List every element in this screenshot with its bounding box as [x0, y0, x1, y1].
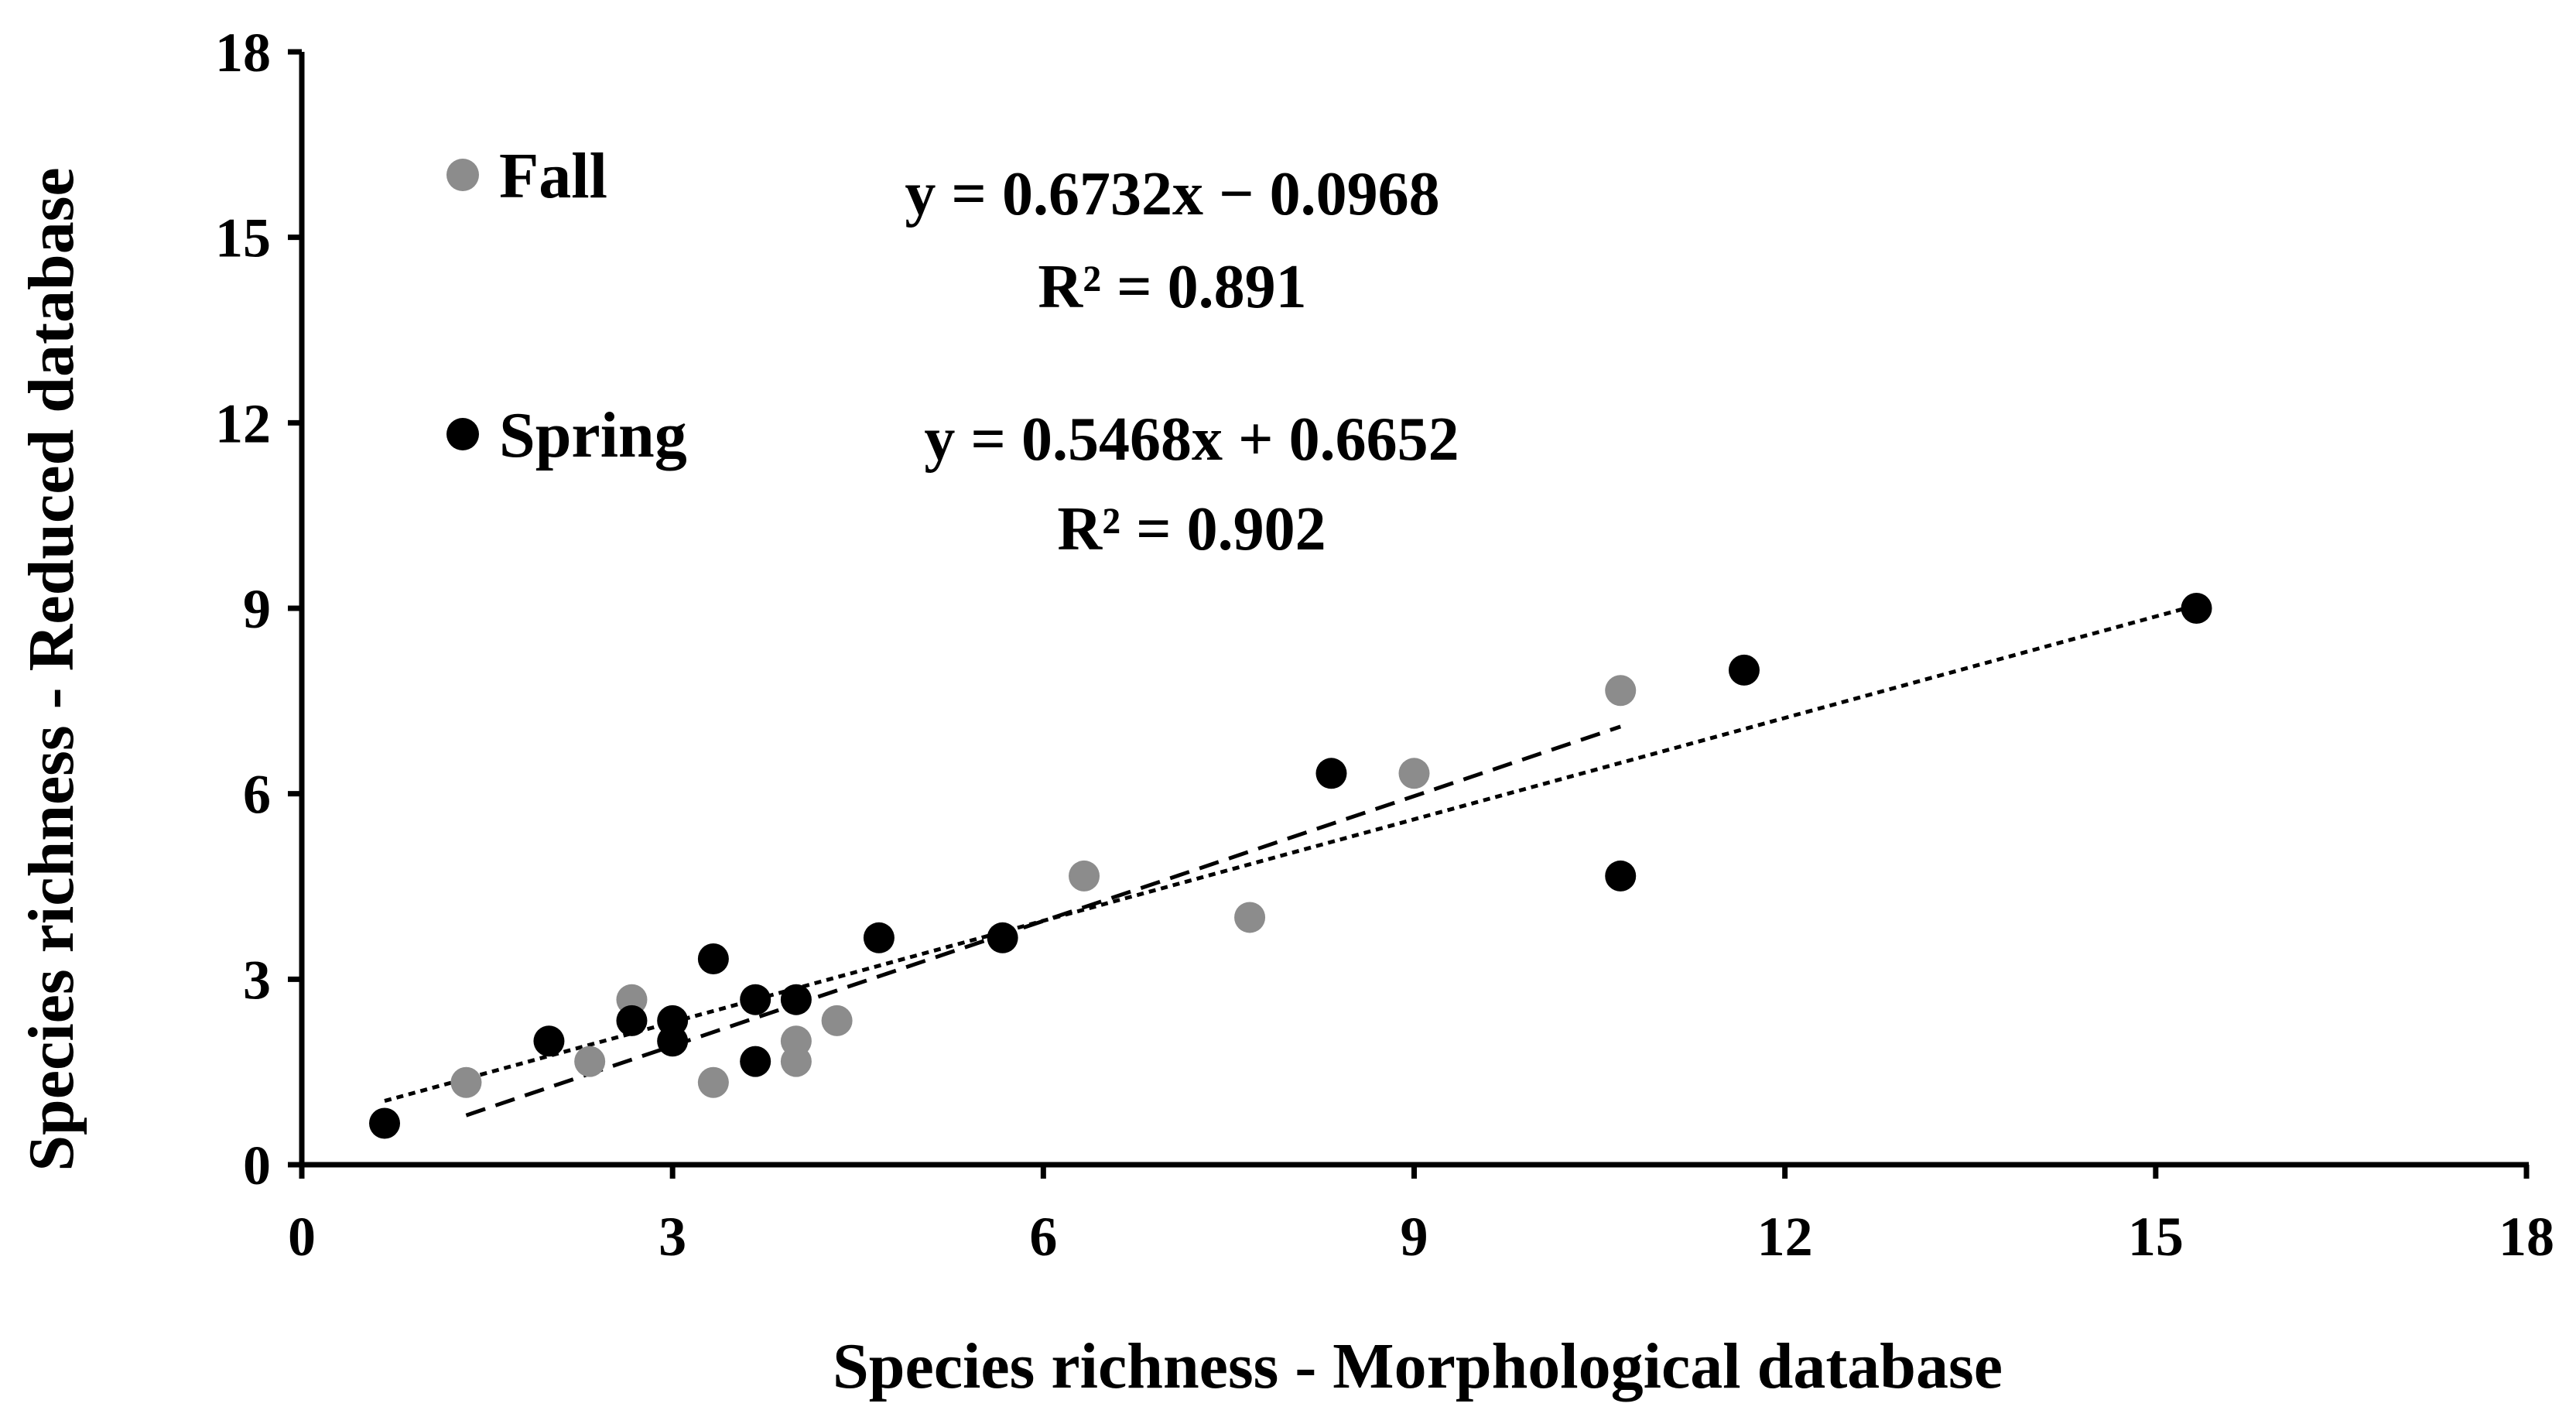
- data-point-spring: [369, 1107, 401, 1139]
- data-point-spring: [1728, 654, 1760, 686]
- data-point-spring: [697, 943, 729, 974]
- data-point-spring: [1315, 758, 1347, 789]
- y-tick-label: 0: [243, 1135, 271, 1196]
- data-point-fall: [574, 1046, 606, 1077]
- trendline-spring: [384, 603, 2198, 1104]
- legend-marker-fall: [446, 159, 479, 191]
- data-point-spring: [780, 984, 812, 1015]
- data-point-spring: [1605, 860, 1637, 892]
- trendline-annotations: y = 0.6732x − 0.0968 R² = 0.891 y = 0.54…: [905, 160, 1459, 563]
- data-point-fall: [697, 1066, 729, 1098]
- y-tick-label: 18: [215, 22, 271, 84]
- data-points: [369, 593, 2212, 1139]
- data-point-fall: [780, 1046, 812, 1077]
- fall-r-squared: R² = 0.891: [1038, 253, 1306, 321]
- fall-equation: y = 0.6732x − 0.0968: [905, 160, 1439, 228]
- x-tick-label: 9: [1401, 1206, 1428, 1268]
- data-point-spring: [657, 1025, 689, 1057]
- trendlines: [384, 603, 2198, 1118]
- trendline-fall: [465, 724, 1622, 1118]
- y-tick-label: 9: [243, 578, 271, 640]
- data-point-fall: [1605, 675, 1637, 707]
- y-axis-title: Species richness - Reduced database: [15, 167, 87, 1171]
- x-tick-label: 12: [1757, 1206, 1813, 1268]
- data-point-fall: [1234, 902, 1266, 933]
- data-point-spring: [740, 1046, 771, 1077]
- x-tick-label: 15: [2128, 1206, 2184, 1268]
- data-point-spring: [616, 1005, 648, 1036]
- y-tick-label: 3: [243, 949, 271, 1011]
- x-tick-label: 0: [288, 1206, 316, 1268]
- data-point-spring: [987, 922, 1018, 953]
- y-tick-label: 6: [243, 764, 271, 826]
- x-tick-label: 6: [1029, 1206, 1057, 1268]
- data-point-fall: [1398, 758, 1430, 789]
- data-point-fall: [450, 1066, 482, 1098]
- data-point-spring: [2181, 593, 2212, 624]
- axes: 0 3 6 9 12 15 18 0 3 6 9 12 15 18: [215, 22, 2554, 1268]
- legend-label-fall: Fall: [499, 140, 607, 212]
- data-point-fall: [1069, 860, 1100, 892]
- y-tick-label: 15: [215, 207, 271, 269]
- y-tick-label: 12: [215, 392, 271, 454]
- x-tick-label: 3: [659, 1206, 686, 1268]
- legend: Fall Spring: [446, 140, 687, 471]
- spring-r-squared: R² = 0.902: [1057, 495, 1326, 563]
- x-tick-label: 18: [2499, 1206, 2554, 1268]
- legend-label-spring: Spring: [499, 399, 687, 471]
- legend-marker-spring: [446, 418, 479, 450]
- data-point-fall: [821, 1005, 853, 1036]
- spring-equation: y = 0.5468x + 0.6652: [924, 406, 1459, 474]
- data-point-spring: [740, 984, 771, 1015]
- data-point-spring: [863, 922, 895, 953]
- data-point-spring: [533, 1025, 565, 1057]
- x-axis-title: Species richness - Morphological databas…: [833, 1330, 2003, 1402]
